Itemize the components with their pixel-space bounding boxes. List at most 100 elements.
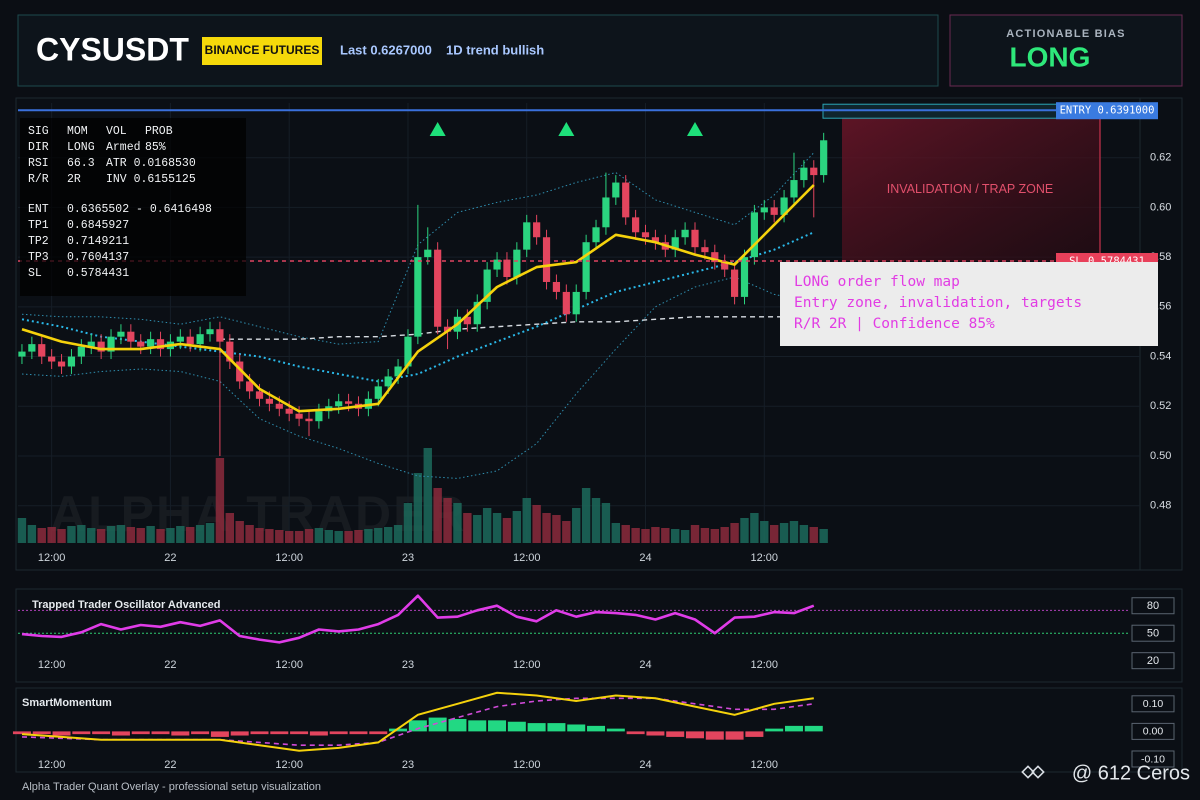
volume-bar [126, 527, 136, 543]
momentum-bar [765, 728, 784, 732]
buy-signal [687, 122, 704, 136]
momentum-bar [151, 731, 170, 735]
volume-bar [255, 528, 264, 543]
momentum-bar [92, 731, 111, 735]
y-tick-box [1131, 597, 1175, 615]
volume-bar [393, 525, 403, 543]
x-tick-label: 22 [164, 659, 176, 671]
momentum-bar [745, 731, 764, 737]
volume-bar [37, 528, 46, 543]
momentum-bar [52, 731, 71, 736]
momentum-bar [527, 723, 546, 732]
info-cell: SL [28, 267, 42, 280]
momentum-bar [567, 724, 586, 732]
candle-body [790, 180, 798, 198]
volume-bar [205, 523, 215, 543]
volume-bar [354, 530, 363, 543]
candle-body [384, 376, 392, 387]
momentum-bar [626, 731, 645, 735]
y-tick-label: 0.48 [1150, 500, 1171, 512]
candle-body [246, 381, 254, 392]
info-row: ENT 0.6365502 - 0.6416498 [28, 202, 238, 218]
candle-body [503, 259, 511, 278]
candle-body [67, 356, 76, 367]
momentum-bar [329, 731, 348, 735]
volume-bar [532, 505, 541, 543]
callout-line: LONG order flow map [794, 274, 960, 290]
momentum-bar [290, 731, 309, 735]
buy-signal [429, 122, 446, 136]
momentum-bar [111, 731, 130, 736]
candle-body [117, 331, 125, 337]
volume-bar [96, 529, 106, 543]
x-tick-label: 22 [164, 552, 176, 564]
momentum-bar [587, 725, 606, 732]
x-tick-label: 24 [639, 759, 651, 771]
y-tick-label: 0.62 [1150, 152, 1171, 164]
info-row: SL 0.5784431 [28, 266, 238, 282]
volume-bar [294, 531, 304, 543]
candle-body [107, 336, 115, 352]
candle-body [592, 227, 600, 243]
candle-body [730, 269, 739, 297]
bias-value: LONG [1010, 41, 1091, 72]
volume-bar [67, 526, 76, 543]
candle-body [147, 339, 155, 347]
x-tick-label: 23 [402, 759, 414, 771]
candle-body [305, 418, 313, 422]
bias-box [949, 14, 1183, 87]
credit: @ 612 Ceros [1072, 762, 1190, 784]
y-tick-box [1131, 624, 1175, 642]
volume-bar [740, 518, 749, 543]
volume-bar [690, 525, 700, 543]
volume-bar [136, 528, 145, 543]
momentum-bar [488, 720, 507, 732]
y-tick-label: 0.50 [1150, 450, 1171, 462]
callout-line: Entry zone, invalidation, targets [794, 295, 1083, 311]
momentum-bar [428, 717, 447, 732]
info-cell: VOL [106, 125, 127, 138]
volume-bar [443, 498, 452, 543]
momentum-bar [389, 728, 408, 732]
candle-body [740, 257, 749, 297]
info-cell: 66.3 [67, 157, 95, 170]
volume-bar [769, 525, 779, 543]
candle-body [473, 301, 481, 325]
last-price: Last 0.6267000 [340, 42, 432, 57]
volume-bar [730, 523, 739, 543]
invalidation-zone [842, 118, 1100, 261]
volume-bar [453, 503, 462, 543]
volume-bar [621, 525, 630, 543]
volume-bar [324, 530, 333, 543]
candle-body [18, 351, 26, 357]
volume-bar [225, 513, 235, 543]
candle-body [612, 182, 620, 198]
momentum-bar [804, 725, 823, 732]
volume-bar [789, 521, 799, 543]
x-tick-label: 12:00 [751, 552, 779, 564]
trend: 1D trend bullish [446, 42, 544, 57]
volume-bar [760, 521, 769, 543]
pane-title: Trapped Trader Oscillator Advanced [32, 599, 221, 611]
x-tick-label: 12:00 [513, 552, 541, 564]
x-tick-label: 12:00 [275, 552, 303, 564]
volume-bar [492, 513, 502, 543]
candle-body [760, 207, 768, 213]
info-cell: 85% [145, 141, 166, 154]
candle-body [632, 217, 640, 233]
candle-body [87, 341, 95, 347]
symbol: CYSUSDT [36, 31, 189, 67]
candle-body [463, 316, 471, 325]
volume-bar [275, 530, 284, 543]
zone-label: INVALIDATION / TRAP ZONE [887, 182, 1053, 196]
momentum-bar [270, 731, 289, 735]
oscillator-pane [15, 588, 1183, 683]
candle-body [186, 336, 194, 345]
momentum-bar [606, 728, 625, 732]
entry-label: ENTRY 0.6391000 [1060, 105, 1155, 117]
momentum-bar [547, 723, 566, 732]
volume-bar [403, 503, 413, 543]
momentum-bar [230, 731, 249, 736]
